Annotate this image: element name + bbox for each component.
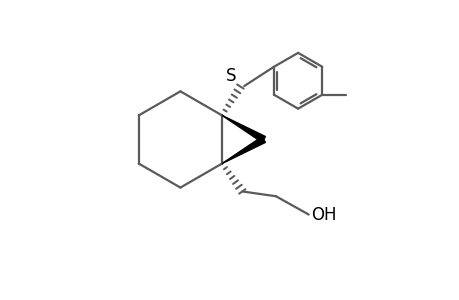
Polygon shape [222,116,265,142]
Text: S: S [225,67,236,85]
Polygon shape [222,136,265,164]
Text: OH: OH [311,206,336,224]
